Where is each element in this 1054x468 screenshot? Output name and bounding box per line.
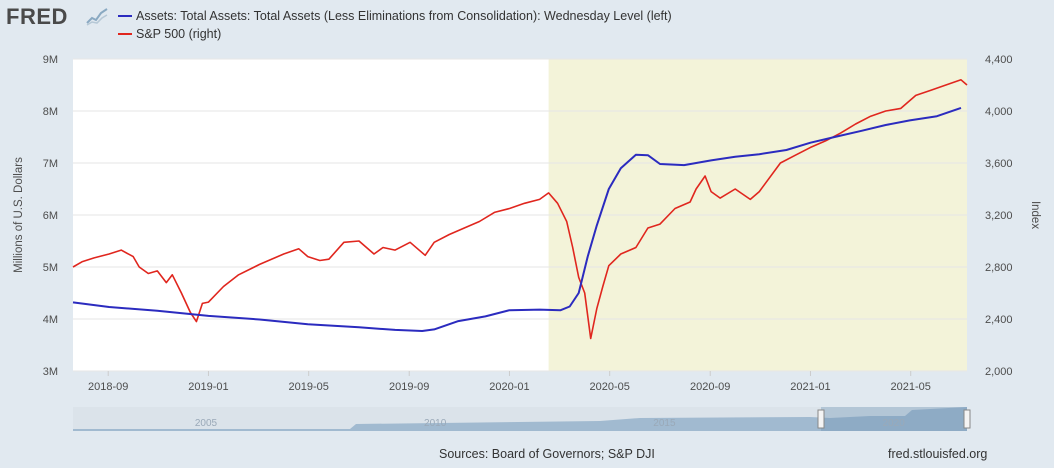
x-tick-label: 2019-09	[389, 381, 429, 393]
navigator-area	[73, 407, 967, 431]
x-axis: 2018-09 2019-01 2019-05 2019-09 2020-01 2020-…	[88, 371, 931, 393]
left-tick-label: 8M	[43, 106, 58, 118]
right-axis: 2,000 2,400 2,800 3,200 3,600 4,000 4,400	[985, 54, 1013, 378]
right-tick-label: 2,800	[985, 262, 1013, 274]
left-tick-label: 3M	[43, 366, 58, 378]
right-tick-label: 3,200	[985, 210, 1013, 222]
navigator-label: 2010	[424, 418, 447, 429]
navigator-handle-left[interactable]	[817, 409, 825, 429]
left-tick-label: 7M	[43, 158, 58, 170]
navigator-handle-right[interactable]	[963, 409, 971, 429]
navigator-selection[interactable]	[821, 407, 967, 431]
legend-label-sp500: S&P 500 (right)	[136, 27, 222, 41]
x-tick-label: 2019-05	[289, 381, 329, 393]
x-tick-label: 2020-05	[590, 381, 630, 393]
left-tick-label: 9M	[43, 54, 58, 66]
x-tick-label: 2019-01	[188, 381, 228, 393]
navigator-label: 2015	[653, 418, 676, 429]
series-line-sp500	[72, 79, 968, 340]
left-tick-label: 5M	[43, 262, 58, 274]
legend-swatch-sp500	[118, 32, 132, 35]
navigator-label: 2020	[883, 418, 906, 429]
right-tick-label: 2,000	[985, 366, 1013, 378]
grid-lines	[73, 58, 967, 372]
left-tick-label: 4M	[43, 314, 58, 326]
left-axis-title: Millions of U.S. Dollars	[13, 157, 25, 273]
right-tick-label: 2,400	[985, 314, 1013, 326]
right-tick-label: 4,400	[985, 54, 1013, 66]
x-tick-label: 2018-09	[88, 381, 128, 393]
sources-text: Sources: Board of Governors; S&P DJI	[439, 447, 655, 461]
right-tick-label: 3,600	[985, 158, 1013, 170]
range-navigator[interactable]: 2005 2010 2015 2020	[73, 407, 971, 431]
left-axis: 3M 4M 5M 6M 7M 8M 9M	[43, 54, 58, 378]
x-tick-label: 2020-01	[489, 381, 529, 393]
x-tick-label: 2021-01	[790, 381, 830, 393]
legend-swatch-total-assets	[118, 14, 132, 17]
x-tick-label: 2020-09	[690, 381, 730, 393]
legend-item-sp500[interactable]: S&P 500 (right)	[118, 27, 221, 41]
right-axis-title: Index	[1029, 201, 1041, 229]
navigator-labels: 2005 2010 2015 2020	[195, 418, 905, 429]
series-line-total-assets	[72, 106, 962, 332]
navigator-label: 2005	[195, 418, 218, 429]
fred-url-link[interactable]: fred.stlouisfed.org	[888, 447, 988, 461]
right-tick-label: 4,000	[985, 106, 1013, 118]
legend-item-total-assets[interactable]: Assets: Total Assets: Total Assets (Less…	[118, 9, 672, 23]
fred-chart-logo-icon	[86, 6, 108, 26]
legend-label-total-assets: Assets: Total Assets: Total Assets (Less…	[136, 9, 672, 23]
x-tick-label: 2021-05	[891, 381, 931, 393]
left-tick-label: 6M	[43, 210, 58, 222]
fred-logo[interactable]: FRED	[6, 4, 68, 29]
